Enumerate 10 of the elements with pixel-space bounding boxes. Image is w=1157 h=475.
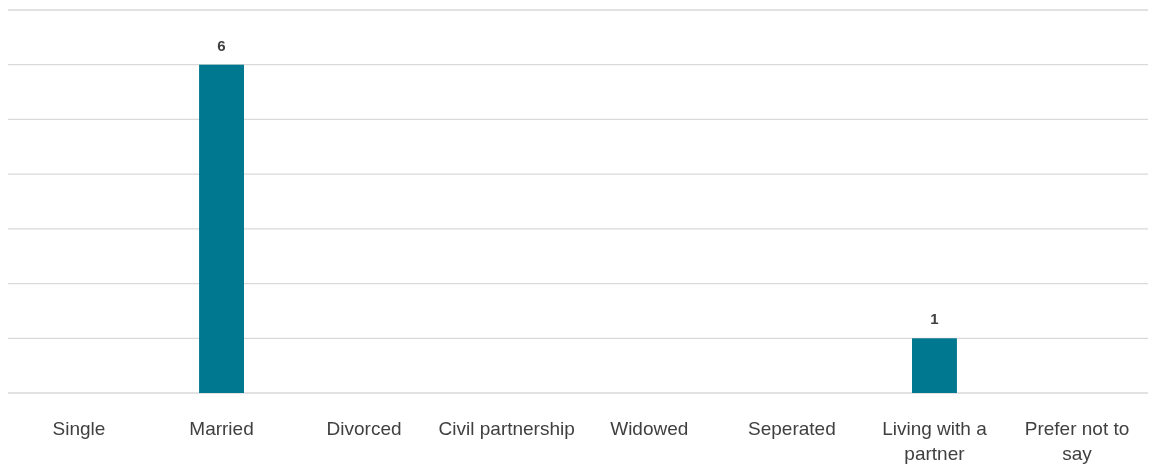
x-tick-label: Divorced [326,418,402,439]
data-label: 6 [217,36,226,54]
x-tick-label: Widowed [610,418,689,439]
data-label: 1 [930,310,939,328]
x-tick-label: Civil partnership [438,418,575,439]
x-tick-label: Seperated [748,418,836,439]
x-tick-label: Prefer not to say [1024,418,1130,464]
x-tick-label: Single [52,418,106,439]
x-tick-label: Living with a partner [882,418,988,464]
x-tick-label: Married [189,418,254,439]
